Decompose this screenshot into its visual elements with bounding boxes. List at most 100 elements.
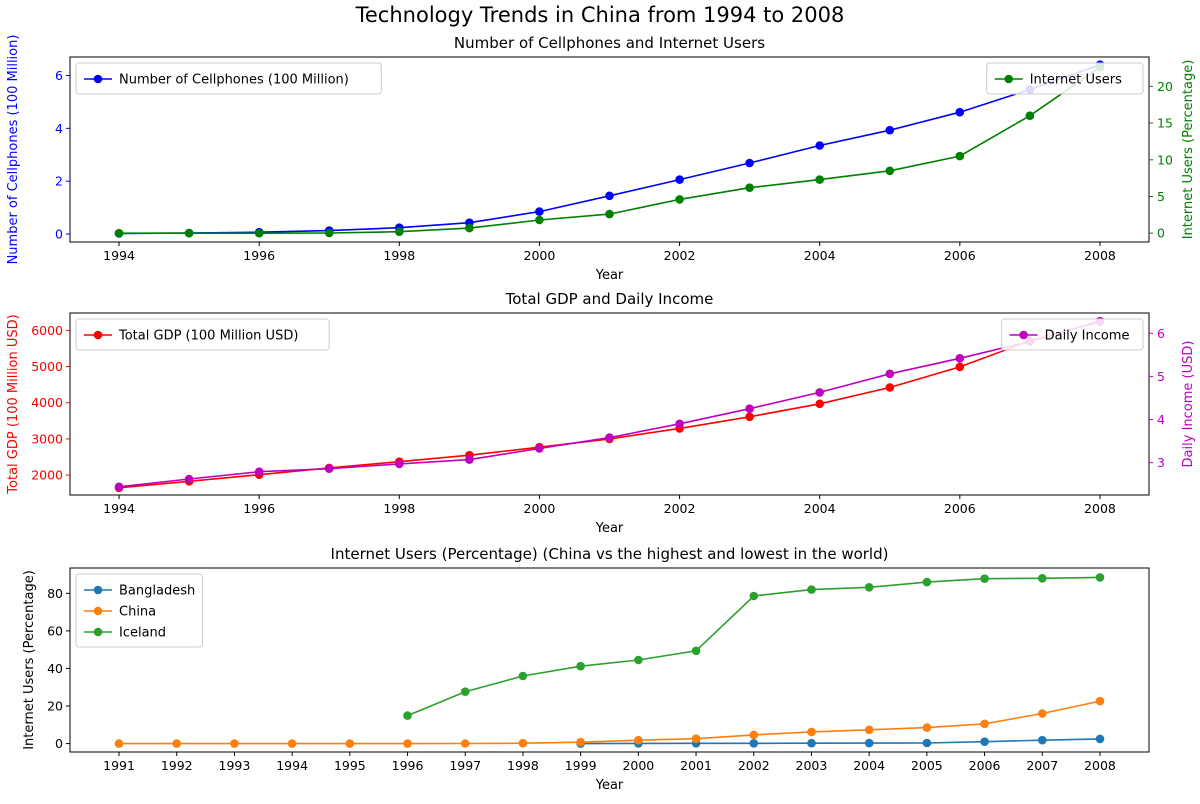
data-point bbox=[807, 727, 816, 737]
data-point bbox=[745, 412, 754, 422]
panel-title: Total GDP and Daily Income bbox=[505, 290, 714, 308]
data-point bbox=[605, 191, 614, 201]
legend-label: Number of Cellphones (100 Million) bbox=[119, 73, 349, 88]
data-point bbox=[807, 585, 816, 594]
x-tick-label: 2000 bbox=[622, 758, 654, 773]
plot-frame bbox=[69, 567, 1150, 753]
y-right-tick-label: 15 bbox=[1157, 116, 1173, 131]
y-right-tick-label: 5 bbox=[1157, 189, 1165, 204]
data-point bbox=[1095, 734, 1105, 744]
data-point bbox=[230, 739, 239, 748]
y-left-tick-label: 6000 bbox=[31, 323, 63, 338]
data-point bbox=[745, 158, 754, 168]
data-point bbox=[864, 583, 874, 592]
data-point bbox=[955, 362, 965, 372]
x-tick-label: 1995 bbox=[334, 758, 366, 773]
legend-label: Internet Users bbox=[1030, 73, 1122, 88]
figure-title: Technology Trends in China from 1994 to … bbox=[355, 3, 845, 27]
data-point bbox=[576, 661, 585, 671]
data-point bbox=[634, 735, 643, 745]
data-point bbox=[675, 175, 684, 184]
x-tick-label: 1996 bbox=[243, 501, 275, 516]
x-tick-label: 1994 bbox=[103, 501, 135, 516]
x-tick-label: 1991 bbox=[103, 758, 135, 773]
x-tick-label: 2008 bbox=[1084, 248, 1116, 263]
data-point bbox=[980, 574, 989, 583]
x-axis-label: Year bbox=[595, 521, 624, 536]
legend-marker bbox=[1004, 74, 1013, 84]
x-tick-label: 2000 bbox=[524, 501, 556, 516]
x-tick-label: 1993 bbox=[219, 758, 251, 773]
y-left-axis-label: Number of Cellphones (100 Million) bbox=[6, 35, 21, 265]
data-point bbox=[1095, 696, 1105, 706]
x-tick-label: 2002 bbox=[664, 248, 696, 263]
y-right-tick-label: 3 bbox=[1157, 455, 1165, 470]
data-point bbox=[605, 433, 614, 442]
legend-box bbox=[75, 318, 330, 351]
legend-label: Bangladesh bbox=[119, 584, 195, 599]
x-tick-label: 2004 bbox=[853, 758, 885, 773]
x-tick-label: 2007 bbox=[1026, 758, 1058, 773]
data-point bbox=[1038, 709, 1047, 718]
data-point bbox=[922, 738, 932, 748]
x-tick-label: 1998 bbox=[383, 501, 415, 516]
series-line bbox=[119, 700, 1101, 745]
data-point bbox=[864, 738, 874, 748]
data-point bbox=[395, 459, 404, 469]
x-tick-label: 2000 bbox=[524, 248, 556, 263]
legend-label: China bbox=[119, 605, 156, 620]
data-point bbox=[691, 734, 701, 743]
y-left-tick-label: 2 bbox=[55, 174, 63, 189]
data-point bbox=[675, 419, 684, 429]
y-left-tick-label: 20 bbox=[47, 699, 63, 714]
y-right-tick-label: 6 bbox=[1157, 326, 1165, 341]
x-tick-label: 1997 bbox=[449, 758, 481, 773]
x-tick-label: 2004 bbox=[804, 501, 836, 516]
data-point bbox=[172, 739, 181, 748]
data-point bbox=[815, 399, 824, 409]
legend-label: Daily Income bbox=[1045, 329, 1130, 344]
y-left-tick-label: 0 bbox=[55, 736, 63, 751]
data-point bbox=[815, 175, 824, 184]
data-point bbox=[815, 388, 824, 397]
data-point bbox=[885, 125, 895, 135]
data-point bbox=[1025, 111, 1035, 120]
data-point bbox=[634, 655, 643, 665]
data-point bbox=[535, 215, 544, 225]
x-tick-label: 2004 bbox=[804, 248, 836, 263]
x-tick-label: 2008 bbox=[1084, 758, 1116, 773]
y-left-tick-label: 40 bbox=[47, 661, 63, 676]
x-axis-label: Year bbox=[595, 268, 624, 283]
data-point bbox=[807, 738, 816, 748]
plot-frame bbox=[69, 56, 1150, 243]
data-point bbox=[324, 464, 334, 474]
legend-label: Total GDP (100 Million USD) bbox=[118, 329, 298, 344]
y-left-tick-label: 6 bbox=[55, 68, 63, 83]
y-left-axis-label: Total GDP (100 Million USD) bbox=[6, 314, 21, 494]
data-point bbox=[605, 209, 614, 219]
legend-marker bbox=[1019, 330, 1028, 340]
series-line bbox=[580, 738, 1101, 745]
data-point bbox=[885, 383, 895, 392]
legend-box bbox=[75, 573, 203, 648]
data-point bbox=[114, 739, 124, 748]
x-tick-label: 1996 bbox=[392, 758, 424, 773]
x-tick-label: 1996 bbox=[243, 248, 275, 263]
y-left-tick-label: 80 bbox=[47, 586, 63, 601]
data-point bbox=[460, 739, 470, 748]
data-point bbox=[815, 141, 824, 150]
y-left-axis-label: Internet Users (Percentage) bbox=[22, 570, 37, 750]
y-left-tick-label: 4000 bbox=[31, 395, 63, 410]
data-point bbox=[980, 719, 989, 729]
x-tick-label: 1994 bbox=[103, 248, 135, 263]
data-point bbox=[1095, 573, 1105, 582]
data-point bbox=[114, 482, 124, 492]
x-tick-label: 2006 bbox=[944, 248, 976, 263]
data-point bbox=[749, 591, 759, 601]
data-point bbox=[184, 228, 194, 238]
data-point bbox=[576, 737, 585, 747]
y-right-tick-label: 20 bbox=[1157, 79, 1173, 94]
x-tick-label: 2002 bbox=[664, 501, 696, 516]
